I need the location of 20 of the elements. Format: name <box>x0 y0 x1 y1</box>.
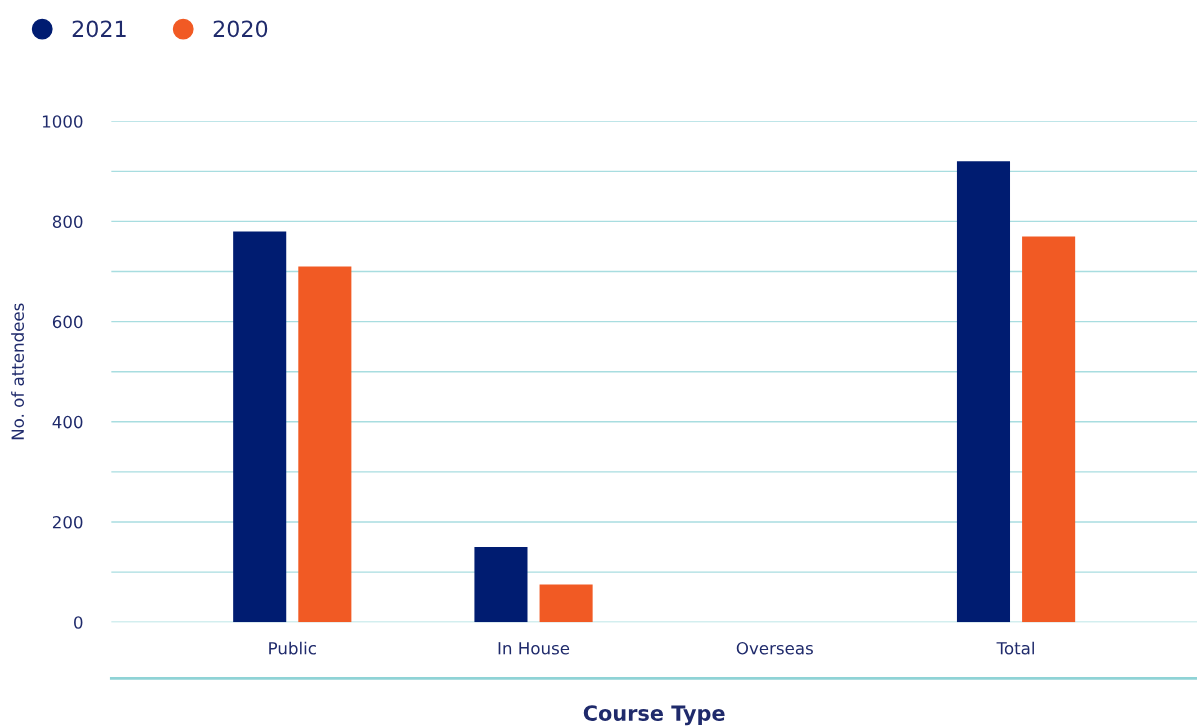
bar <box>956 161 1011 623</box>
x-tick-label: Total <box>996 641 1034 655</box>
legend-label: 2020 <box>213 20 268 38</box>
bar <box>1022 236 1076 623</box>
legend-label: 2021 <box>72 20 126 38</box>
x-tick-label: In House <box>498 642 570 655</box>
x-tick-label: Overseas <box>736 641 813 655</box>
x-axis-title: Course Type <box>583 705 725 726</box>
y-tick-label: 800 <box>52 215 83 228</box>
y-tick-label: 0 <box>74 616 83 629</box>
bar <box>298 266 352 623</box>
bar <box>474 547 528 623</box>
y-tick-label: 200 <box>52 515 83 529</box>
bar <box>539 584 593 623</box>
bar <box>233 231 287 623</box>
y-tick-label: 1000 <box>42 115 83 128</box>
y-axis-title: No. of attendees <box>11 303 25 440</box>
y-tick-label: 400 <box>52 415 83 429</box>
x-tick-label: Public <box>269 641 316 655</box>
y-tick-label: 600 <box>52 315 83 329</box>
